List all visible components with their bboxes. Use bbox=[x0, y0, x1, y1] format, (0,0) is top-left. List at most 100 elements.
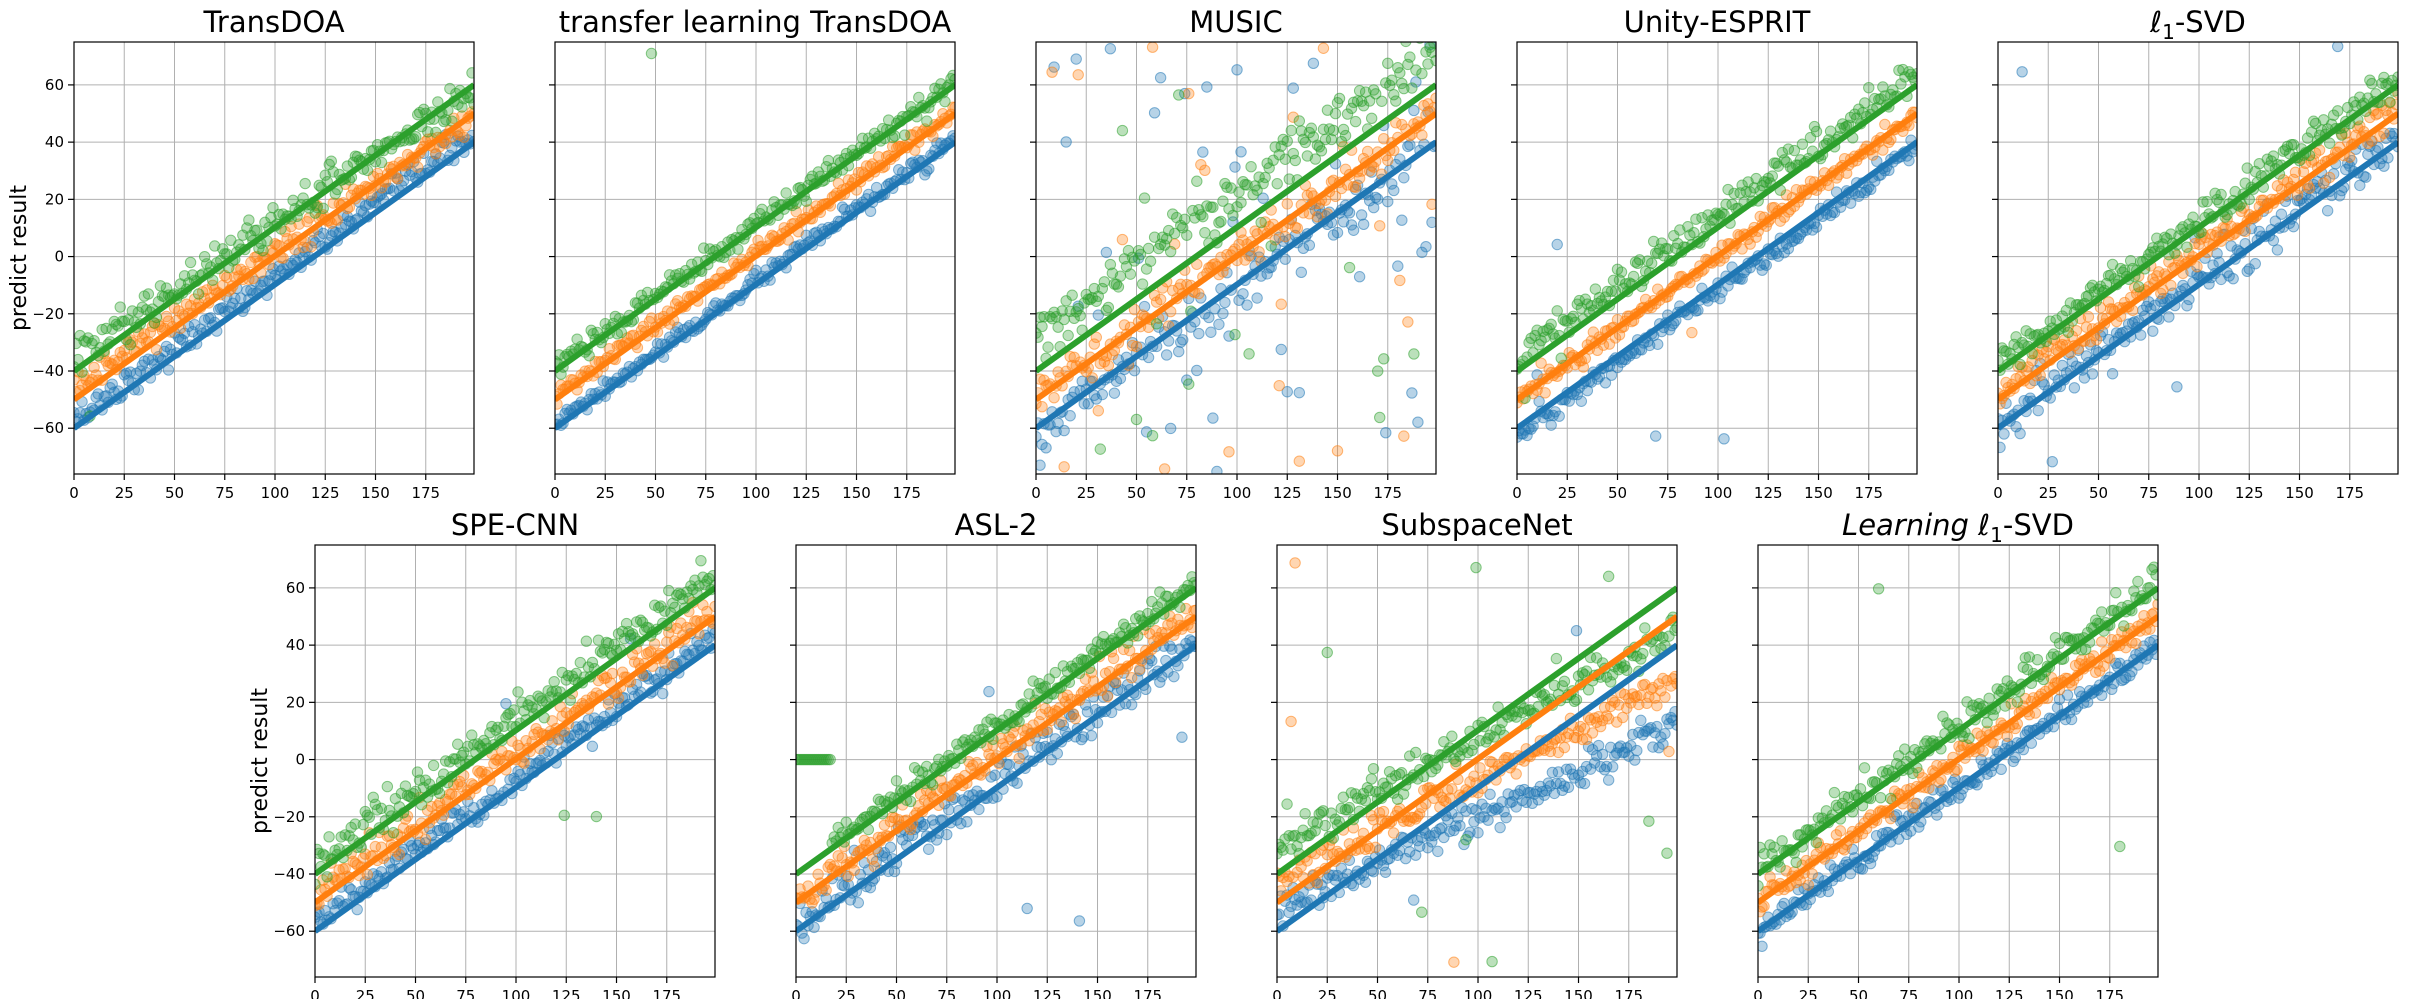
orange-scatter-point bbox=[1128, 303, 1141, 316]
orange-scatter-point bbox=[1281, 198, 1293, 210]
axes-frame bbox=[1035, 41, 1437, 475]
green-scatter-point bbox=[1388, 89, 1400, 101]
green-scatter-point bbox=[1191, 175, 1203, 187]
blue-scatter-point bbox=[931, 834, 943, 846]
blue-scatter-point bbox=[439, 822, 452, 834]
green-scatter-point bbox=[1545, 318, 1557, 331]
orange-scatter-point bbox=[1013, 752, 1025, 765]
y-axis-label: predict result bbox=[7, 185, 32, 331]
blue-scatter-point bbox=[1432, 845, 1444, 858]
blue-scatter-point bbox=[1546, 766, 1559, 779]
blue-scatter-point bbox=[1570, 625, 1583, 637]
x-tick-label: 75 bbox=[696, 484, 715, 502]
green-scatter-point bbox=[1307, 816, 1319, 828]
blue-scatter-point bbox=[1871, 155, 1883, 168]
green-scatter-point bbox=[904, 795, 917, 808]
orange-scatter-point bbox=[1361, 145, 1374, 158]
green-scatter-point bbox=[1333, 92, 1346, 105]
green-scatter-point bbox=[357, 818, 369, 831]
green-reference-line bbox=[74, 82, 474, 374]
blue-scatter-point bbox=[651, 338, 664, 350]
green-scatter-point bbox=[1179, 213, 1191, 226]
green-scatter-point bbox=[1555, 352, 1567, 364]
plot-area bbox=[1998, 42, 2398, 468]
blue-scatter-point bbox=[808, 921, 820, 934]
green-scatter-point bbox=[2327, 109, 2340, 121]
orange-scatter-point bbox=[848, 864, 860, 877]
green-scatter-point bbox=[1335, 135, 1348, 148]
orange-scatter-point bbox=[419, 833, 432, 846]
green-scatter-point bbox=[1066, 289, 1078, 301]
blue-scatter-point bbox=[1177, 334, 1189, 346]
blue-scatter-point bbox=[1382, 195, 1394, 208]
green-scatter-point bbox=[1374, 411, 1386, 424]
green-scatter-point bbox=[558, 809, 570, 822]
x-tick-label: 150 bbox=[602, 987, 631, 999]
x-tick-label: 150 bbox=[1804, 484, 1833, 502]
green-scatter-point bbox=[1068, 312, 1080, 325]
green-scatter-point bbox=[315, 847, 325, 860]
green-scatter-point bbox=[299, 177, 311, 190]
blue-scatter-point bbox=[1586, 743, 1599, 756]
blue-scatter-point bbox=[1494, 821, 1506, 834]
x-tick-label: 150 bbox=[361, 484, 390, 502]
blue-scatter-point bbox=[1096, 388, 1109, 401]
blue-scatter-point bbox=[1070, 53, 1082, 65]
green-scatter-point bbox=[343, 830, 355, 842]
green-scatter-point bbox=[466, 67, 474, 79]
blue-scatter-point bbox=[2287, 220, 2300, 233]
blue-scatter-point bbox=[188, 318, 201, 331]
green-scatter-point bbox=[890, 775, 903, 787]
green-scatter-point bbox=[1027, 675, 1039, 687]
orange-scatter-point bbox=[1448, 956, 1460, 968]
orange-scatter-point bbox=[518, 757, 530, 769]
orange-scatter-point bbox=[1154, 293, 1167, 306]
green-scatter-point bbox=[1233, 186, 1245, 198]
green-scatter-point bbox=[1267, 154, 1279, 167]
blue-scatter-point bbox=[1125, 698, 1138, 711]
blue-scatter-point bbox=[1207, 412, 1219, 424]
x-tick-label: 100 bbox=[1704, 484, 1733, 502]
green-scatter-point bbox=[1255, 216, 1267, 229]
blue-scatter-point bbox=[1599, 377, 1612, 389]
panel-5: 0 25 50 75 100 125 150 175−60−40−200204060SPE-C… bbox=[248, 508, 716, 999]
blue-reference-line bbox=[315, 642, 715, 934]
blue-scatter-point bbox=[1386, 178, 1398, 190]
plot-area bbox=[1036, 42, 1436, 474]
orange-scatter-point bbox=[412, 161, 424, 173]
green-scatter-point bbox=[1144, 255, 1157, 267]
green-scatter-point bbox=[1271, 178, 1283, 190]
blue-scatter-point bbox=[1058, 424, 1070, 437]
x-tick-label: 50 bbox=[646, 484, 665, 502]
green-scatter-point bbox=[456, 101, 468, 113]
green-scatter-point bbox=[615, 326, 628, 339]
orange-scatter-point bbox=[1126, 339, 1139, 352]
green-scatter-point bbox=[1321, 646, 1333, 659]
orange-scatter-point bbox=[1285, 715, 1297, 728]
green-scatter-point bbox=[1398, 82, 1410, 95]
green-scatter-point bbox=[1136, 278, 1149, 290]
green-scatter-point bbox=[1114, 270, 1127, 282]
panel-title: Unity-ESPRIT bbox=[1624, 5, 1811, 39]
x-tick-label: 175 bbox=[2335, 484, 2364, 502]
orange-scatter-point bbox=[667, 660, 679, 672]
green-scatter-point bbox=[339, 829, 351, 841]
orange-scatter-point bbox=[602, 698, 615, 710]
x-tick-label: 50 bbox=[887, 987, 906, 999]
y-tick-label: −60 bbox=[273, 922, 305, 940]
green-scatter-point bbox=[1138, 192, 1151, 204]
green-scatter-point bbox=[512, 686, 524, 698]
green-scatter-point bbox=[1386, 74, 1398, 86]
blue-scatter-point bbox=[1844, 197, 1857, 209]
blue-scatter-point bbox=[1379, 866, 1392, 878]
green-scatter-point bbox=[297, 192, 309, 204]
y-tick-label: 0 bbox=[54, 248, 64, 266]
blue-scatter-point bbox=[1283, 906, 1295, 919]
blue-scatter-point bbox=[971, 785, 983, 797]
green-scatter-point bbox=[466, 729, 478, 741]
orange-scatter-point bbox=[1102, 359, 1115, 372]
green-scatter-point bbox=[804, 173, 816, 186]
blue-scatter-point bbox=[2181, 300, 2193, 312]
orange-scatter-point bbox=[1877, 144, 1889, 156]
